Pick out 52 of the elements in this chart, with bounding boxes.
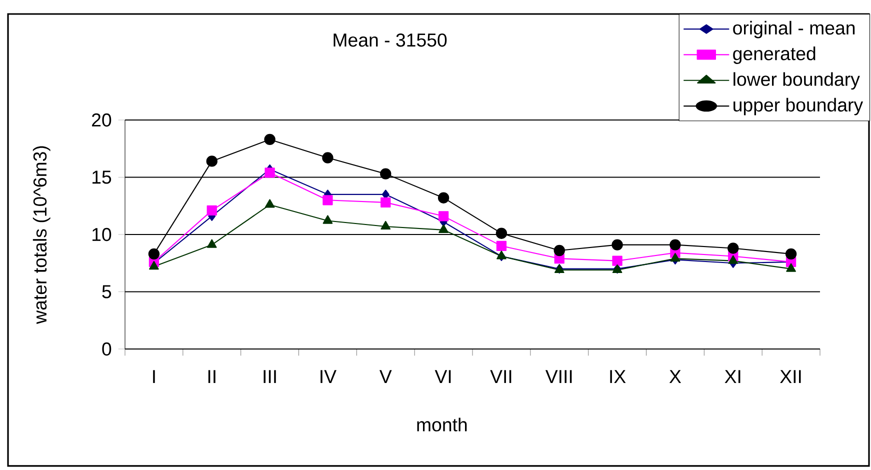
point	[438, 192, 450, 204]
y-tick-label: 15	[92, 170, 112, 184]
y-tick-label: 0	[102, 342, 112, 356]
point	[206, 205, 217, 216]
point	[380, 197, 391, 208]
point	[728, 242, 739, 254]
point	[264, 168, 275, 178]
y-tick-label: 10	[92, 228, 112, 242]
point	[786, 263, 796, 272]
y-tick-label: 5	[102, 285, 112, 298]
x-tick-label: III	[264, 370, 276, 383]
point	[206, 239, 217, 248]
point	[206, 156, 218, 167]
x-tick-label: IX	[610, 370, 626, 383]
point	[670, 252, 680, 262]
x-axis-title: month	[417, 418, 467, 432]
legend-label: upper boundary	[734, 98, 864, 116]
point	[496, 240, 507, 252]
point	[438, 224, 448, 233]
point	[322, 152, 334, 164]
point	[322, 215, 333, 224]
x-tick-label: IV	[320, 370, 336, 383]
point	[380, 168, 392, 180]
point	[728, 255, 738, 264]
legend-label: generated	[733, 46, 816, 64]
x-tick-label: X	[669, 370, 682, 383]
point	[322, 195, 333, 206]
y-axis-title: water totals (10^6m3)	[32, 146, 50, 324]
point	[264, 199, 275, 208]
point	[554, 244, 565, 256]
point	[785, 248, 797, 260]
point	[149, 260, 159, 270]
point	[438, 211, 449, 222]
x-tick-label: V	[379, 370, 392, 383]
point	[148, 248, 160, 260]
x-tick-label: VII	[490, 370, 512, 383]
point	[496, 228, 508, 239]
point	[264, 134, 276, 146]
point	[670, 239, 681, 250]
x-tick-label: VIII	[545, 370, 572, 383]
x-tick-label: XII	[780, 370, 801, 383]
point	[612, 256, 622, 266]
x-tick-label: II	[208, 370, 216, 383]
point	[612, 239, 623, 250]
point	[380, 220, 391, 230]
legend-label: original - mean	[733, 20, 855, 38]
x-tick-label: XI	[724, 370, 740, 383]
chart-title: Mean - 31550	[334, 33, 447, 47]
x-tick-label: VI	[434, 370, 451, 383]
y-tick-label: 20	[92, 113, 112, 127]
legend-label: lower boundary	[734, 72, 860, 90]
x-tick-label: I	[153, 370, 155, 383]
